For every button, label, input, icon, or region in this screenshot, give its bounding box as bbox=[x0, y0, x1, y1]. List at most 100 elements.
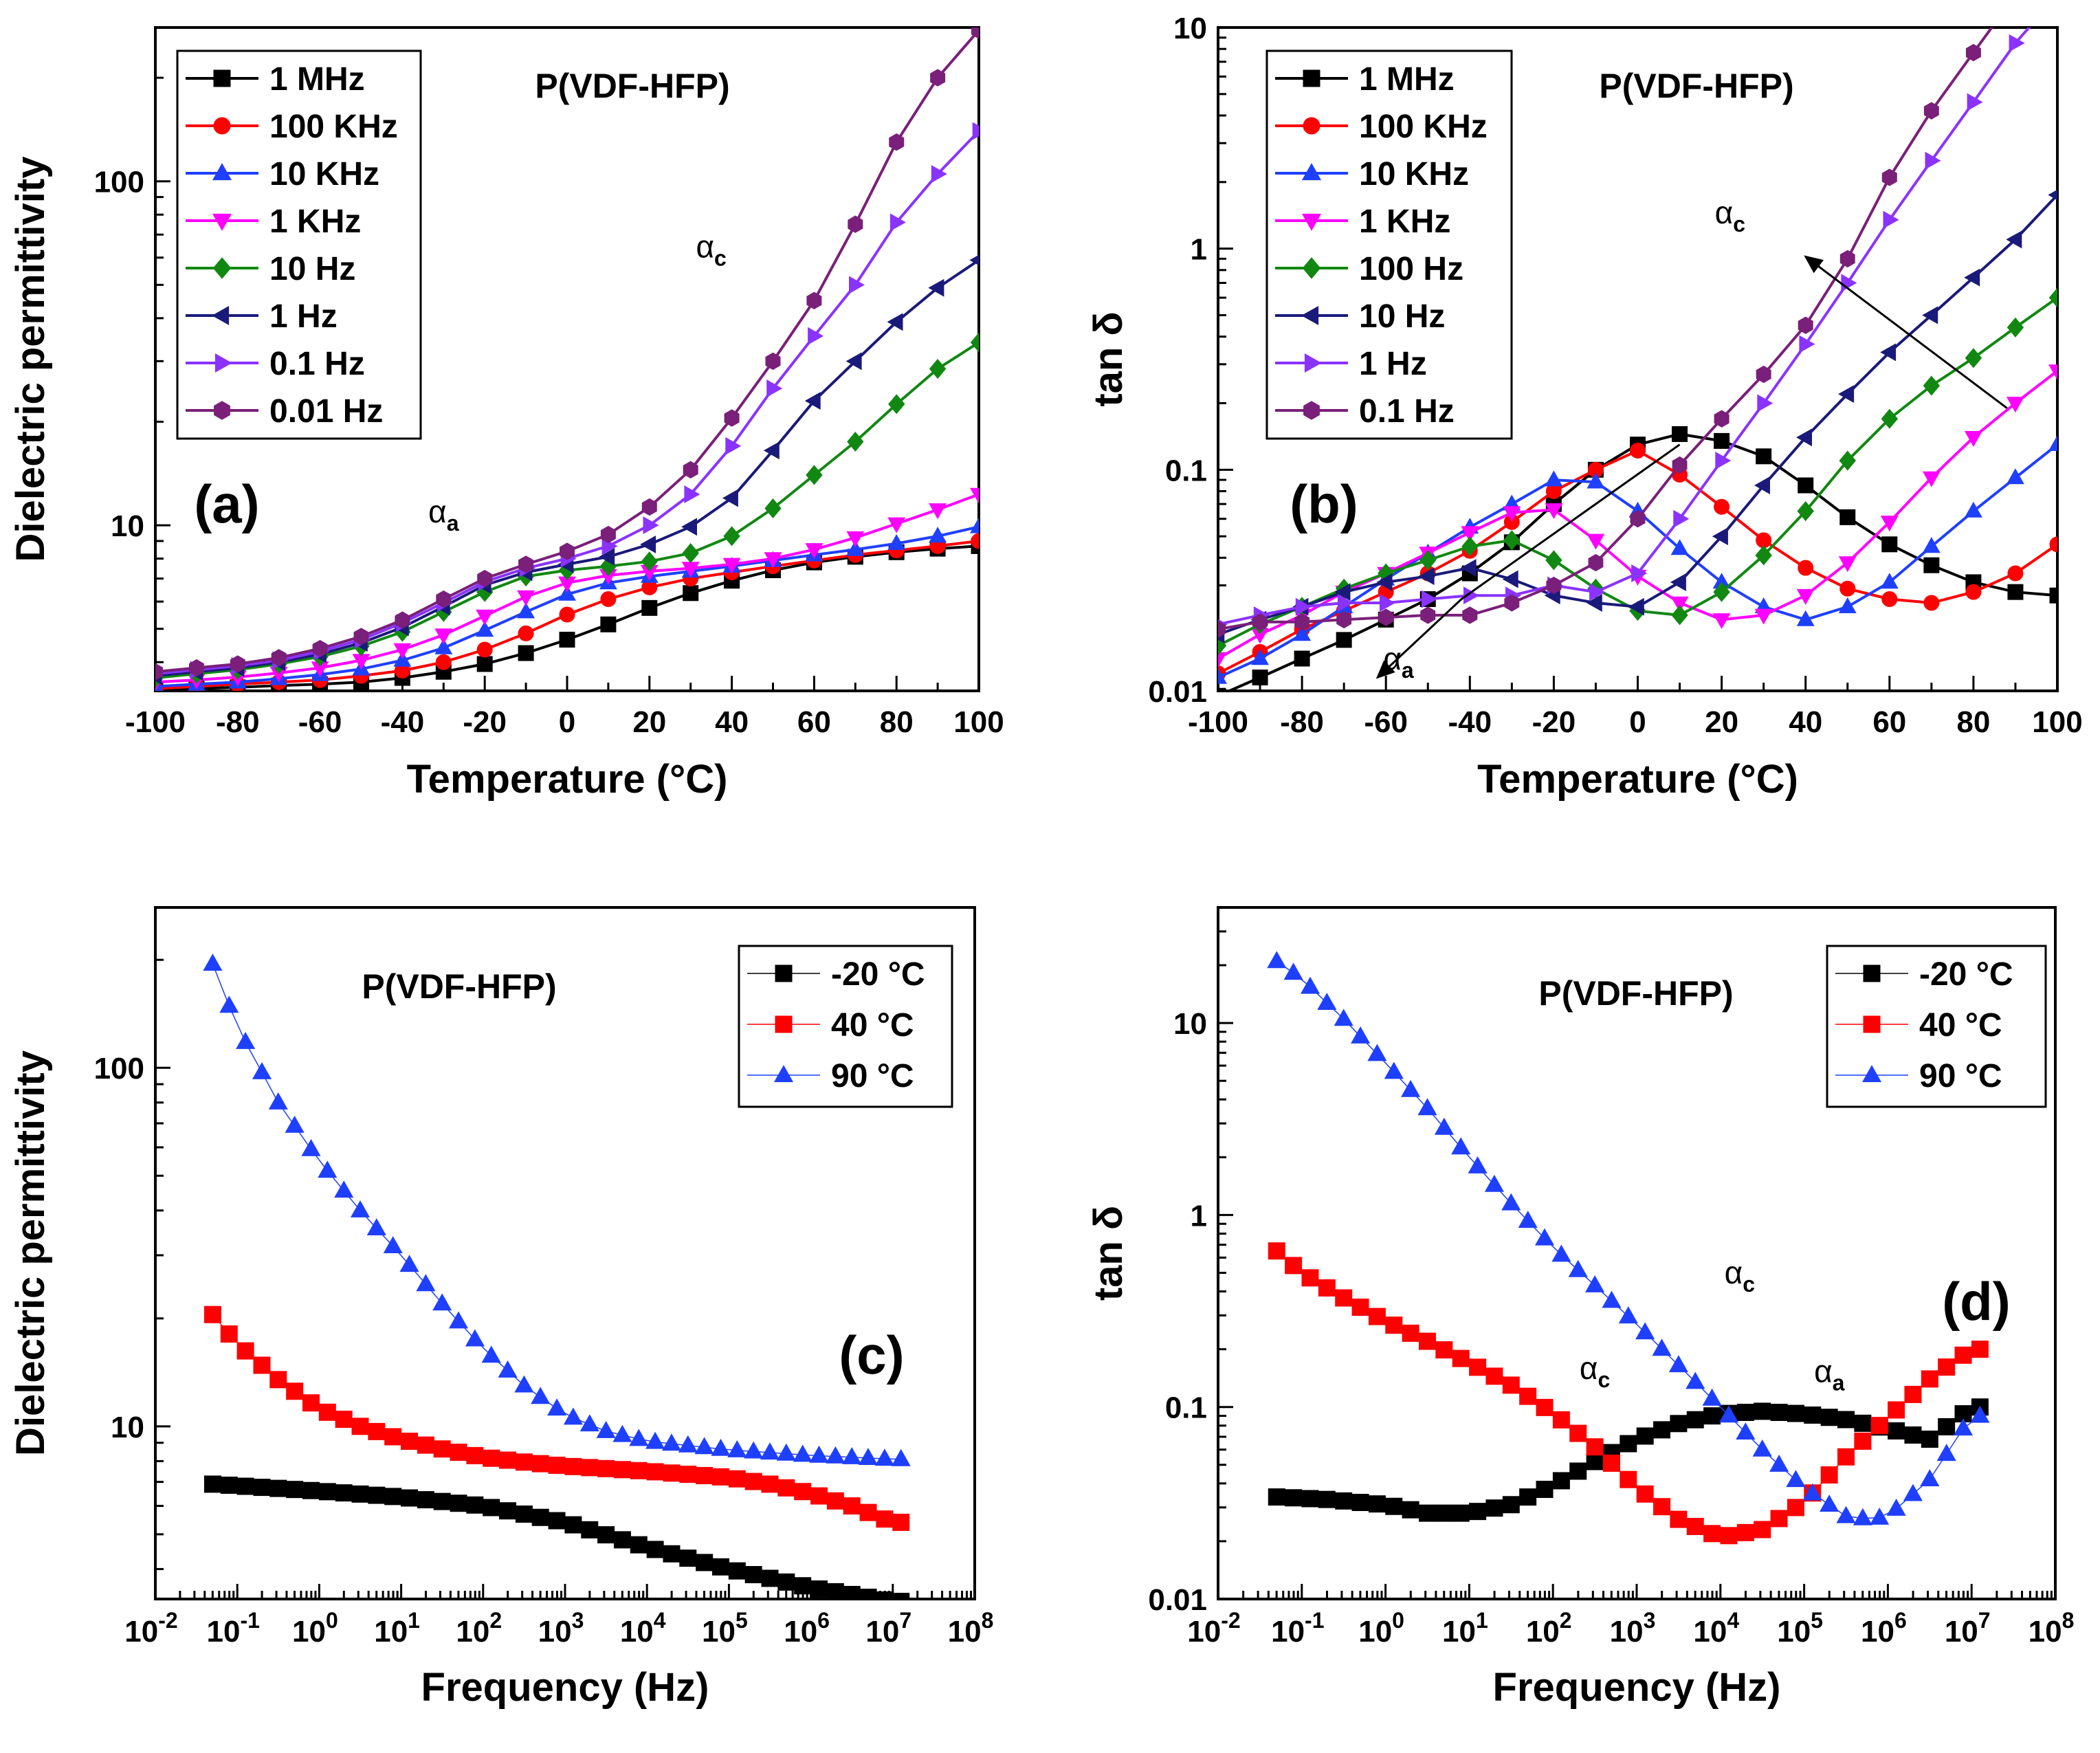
x-axis-label: Frequency (Hz) bbox=[1493, 1665, 1781, 1710]
data-point-1-mhz bbox=[1839, 509, 1856, 525]
x-tick-label: 100 bbox=[1358, 1608, 1404, 1649]
data-point-100-hz bbox=[1923, 375, 1941, 396]
data-point-90-c bbox=[219, 995, 239, 1013]
data-point-1-hz bbox=[1925, 151, 1941, 170]
data-point-90-c bbox=[1886, 1498, 1906, 1516]
legend-label-1-mhz: 1 MHz bbox=[1359, 61, 1455, 98]
legend-marker-1-mhz bbox=[213, 69, 231, 87]
data-point-40-c bbox=[1318, 1279, 1336, 1297]
data-point-40-c bbox=[515, 1453, 533, 1471]
data-point-20-c bbox=[1653, 1421, 1671, 1439]
data-point-1-khz bbox=[805, 543, 824, 560]
data-point-0-01-hz bbox=[518, 555, 534, 573]
data-point-1-mhz bbox=[2049, 587, 2057, 604]
y-tick-label: 10 bbox=[1173, 12, 1207, 45]
data-point-10-khz bbox=[517, 602, 535, 619]
data-point-100-hz bbox=[1461, 536, 1479, 557]
data-point-100-khz bbox=[971, 533, 979, 549]
data-point-90-c bbox=[1367, 1044, 1387, 1061]
data-point-0-01-hz bbox=[765, 352, 781, 371]
data-point-90-c bbox=[1786, 1470, 1806, 1488]
x-tick-label: 106 bbox=[784, 1608, 830, 1649]
data-point-40-c bbox=[1938, 1358, 1956, 1376]
data-point-20-c bbox=[351, 1485, 369, 1503]
data-point-0-1-hz bbox=[1294, 613, 1310, 631]
data-point-100-hz bbox=[2007, 317, 2024, 338]
y-tick-label: 1 bbox=[1191, 1199, 1207, 1233]
data-point-0-1-hz bbox=[1714, 410, 1729, 428]
data-point-40-c bbox=[1301, 1269, 1319, 1287]
data-point-1-mhz bbox=[1881, 536, 1898, 553]
legend-label-1-hz: 1 Hz bbox=[1359, 346, 1427, 382]
data-point-20-c bbox=[335, 1484, 353, 1502]
legend-label-20-c: -20 °C bbox=[1919, 956, 2013, 993]
data-point-1-mhz bbox=[1252, 669, 1268, 685]
data-point-0-1-hz bbox=[931, 165, 947, 184]
data-point-90-c bbox=[1635, 1322, 1655, 1340]
data-point-40-c bbox=[761, 1475, 779, 1493]
data-point-100-khz bbox=[600, 591, 617, 607]
data-point-90-c bbox=[694, 1437, 714, 1455]
data-point-10-hz bbox=[1964, 268, 1980, 287]
annotation-alpha-c: αc bbox=[696, 229, 726, 271]
data-point-90-c bbox=[760, 1442, 780, 1460]
data-point-20-c bbox=[711, 1558, 729, 1576]
data-point-10-hz bbox=[888, 394, 905, 415]
legend-marker-10-hz bbox=[1301, 305, 1319, 326]
data-point-90-c bbox=[1300, 976, 1320, 994]
data-point-40-c bbox=[1971, 1341, 1989, 1358]
x-tick-label: 108 bbox=[2029, 1608, 2075, 1649]
data-point-40-c bbox=[253, 1356, 271, 1374]
legend-label-100-khz: 100 KHz bbox=[269, 109, 398, 145]
legend-label-100-khz: 100 KHz bbox=[1359, 109, 1488, 145]
data-point-40-c bbox=[236, 1342, 254, 1360]
data-point-90-c bbox=[744, 1441, 764, 1459]
data-point-1-khz bbox=[1922, 471, 1941, 487]
data-point-0-1-hz bbox=[643, 516, 659, 535]
data-point-20-c bbox=[1301, 1490, 1319, 1508]
data-point-40-c bbox=[1351, 1299, 1369, 1316]
data-point-40-c bbox=[1787, 1499, 1804, 1517]
data-point-40-c bbox=[450, 1444, 467, 1462]
series-line-40-c bbox=[1276, 1250, 1980, 1536]
x-tick-label: 101 bbox=[374, 1608, 420, 1649]
data-point-90-c bbox=[531, 1387, 551, 1404]
data-point-100-khz bbox=[1923, 595, 1940, 611]
data-point-1-hz bbox=[681, 518, 697, 536]
data-point-20-c bbox=[401, 1489, 419, 1507]
x-tick-label: 105 bbox=[702, 1608, 748, 1649]
data-point-1-hz bbox=[1967, 93, 1983, 111]
data-point-20-c bbox=[646, 1541, 664, 1558]
data-point-40-c bbox=[499, 1451, 517, 1469]
data-point-20-c bbox=[826, 1583, 844, 1599]
x-tick-label: 107 bbox=[865, 1608, 911, 1649]
data-point-1-hz bbox=[722, 489, 738, 507]
data-point-1-hz bbox=[1379, 594, 1395, 612]
legend-label-90-c: 90 °C bbox=[1919, 1058, 2002, 1094]
data-point-0-1-hz bbox=[2009, 0, 2023, 3]
data-point-1-mhz bbox=[600, 616, 617, 632]
legend-marker-40-c bbox=[1863, 1015, 1881, 1033]
x-axis-label: Temperature (°C) bbox=[1477, 757, 1798, 802]
data-point-100-khz bbox=[518, 625, 534, 641]
data-point-40-c bbox=[728, 1470, 746, 1488]
data-point-10-khz bbox=[929, 527, 947, 543]
data-point-0-1-hz bbox=[1923, 102, 1939, 120]
data-point-40-c bbox=[1485, 1367, 1503, 1385]
data-point-10-khz bbox=[1838, 597, 1857, 613]
data-point-20-c bbox=[1368, 1495, 1386, 1513]
data-point-1-khz bbox=[476, 609, 494, 626]
data-point-100-khz bbox=[2049, 536, 2057, 553]
data-point-20-c bbox=[728, 1562, 746, 1580]
arrow-alpha-a-trend bbox=[1461, 443, 1681, 600]
data-point-1-khz bbox=[970, 487, 979, 504]
data-point-1-hz bbox=[804, 392, 821, 410]
x-tick-label: -40 bbox=[1448, 705, 1492, 739]
data-point-90-c bbox=[1501, 1193, 1521, 1211]
data-point-100-khz bbox=[476, 641, 493, 658]
x-tick-label: 102 bbox=[1526, 1608, 1572, 1649]
x-tick-label: 10-1 bbox=[206, 1608, 259, 1649]
data-point-40-c bbox=[1954, 1346, 1972, 1364]
legend-label-1-khz: 1 KHz bbox=[269, 203, 361, 240]
data-point-90-c bbox=[448, 1311, 469, 1329]
